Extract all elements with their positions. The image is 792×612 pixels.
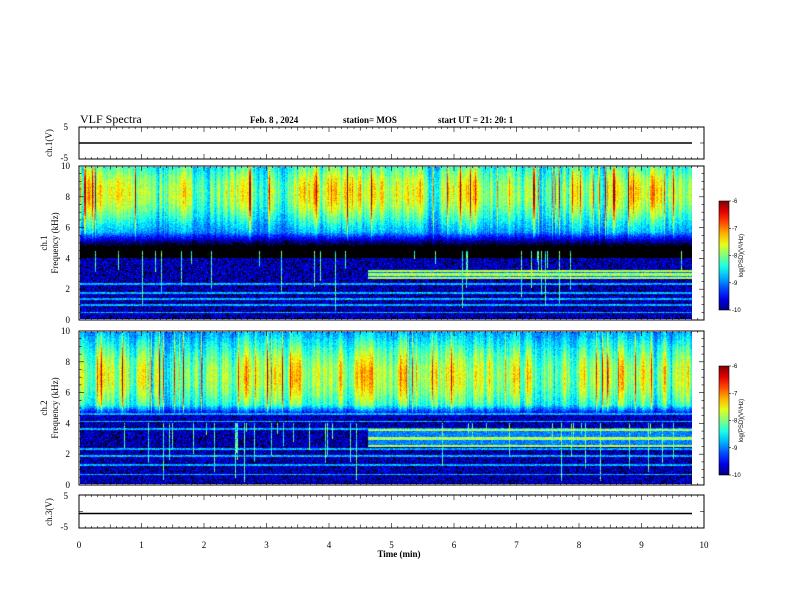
ch1-ylabel-channel: ch.1 — [39, 235, 49, 250]
frequency-tick-label: 10 — [61, 161, 71, 171]
time-tick-label: 5 — [389, 540, 394, 550]
ch1-spectrogram-panel: 0 2 4 6 8 10 ch.1 Frequency (kHz) -6 -7 -8 -9 -10… — [39, 161, 745, 325]
time-tick-label: 3 — [264, 540, 269, 550]
frequency-tick-label: 4 — [66, 418, 71, 428]
colorbar-tick-label: -8 — [732, 254, 738, 260]
time-axis-label: Time (min) — [377, 549, 420, 559]
ch1-colorbar: -6 -7 -8 -9 -10 log(PSD)(V²/Hz) — [718, 199, 745, 314]
colorbar-label: log(PSD)(V²/Hz) — [739, 234, 745, 277]
colorbar-tick-label: -9 — [732, 446, 738, 452]
colorbar-tick-label: -10 — [732, 473, 741, 479]
ch2-spectrogram-panel: 0 2 4 6 8 10 ch.2 Frequency (kHz) -6 -7 -8 -9 -10… — [39, 326, 745, 490]
time-tick-label: 0 — [77, 540, 82, 550]
station-label: station= MOS — [343, 115, 397, 125]
colorbar-tick-label: -6 — [732, 364, 738, 370]
ch2-ylabel-frequency: Frequency (kHz) — [50, 377, 60, 438]
ch1-voltage-ytick-bottom: -5 — [61, 153, 69, 163]
time-tick-label: 8 — [577, 540, 582, 550]
figure-title: VLF Spectra — [80, 112, 142, 126]
ch1-voltage-ticks — [78, 126, 705, 160]
ch2-ylabel-channel: ch.2 — [39, 400, 49, 415]
frequency-tick-label: 2 — [66, 284, 71, 294]
colorbar-tick-label: -8 — [732, 419, 738, 425]
date-label: Feb. 8 , 2024 — [250, 115, 299, 125]
frequency-tick-label: 2 — [66, 449, 71, 459]
frequency-tick-label: 10 — [61, 326, 71, 336]
colorbar-label: log(PSD)(V²/Hz) — [739, 399, 745, 442]
frequency-tick-label: 0 — [66, 315, 71, 325]
colorbar-tick-label: -7 — [732, 226, 738, 232]
frequency-tick-label: 4 — [66, 253, 71, 263]
ch1-yticks: 0 2 4 6 8 10 — [61, 161, 705, 325]
ch1-voltage-ylabel: ch.1(V) — [44, 129, 54, 157]
time-tick-label: 1 — [139, 540, 144, 550]
ch3-voltage-panel: 5 -5 ch.3(V) — [44, 491, 705, 532]
time-tick-label: 6 — [452, 540, 457, 550]
ch3-voltage-ylabel: ch.3(V) — [44, 498, 54, 526]
frequency-tick-label: 6 — [66, 223, 71, 233]
time-axis: 0 1 2 3 4 5 6 7 8 9 10 — [77, 540, 709, 550]
ch2-yticks: 0 2 4 6 8 10 — [61, 326, 705, 490]
time-tick-label: 7 — [514, 540, 519, 550]
ch2-spectrogram-image — [80, 332, 692, 484]
colorbar-tick-label: -6 — [732, 199, 738, 205]
colorbar-tick-label: -7 — [732, 391, 738, 397]
time-tick-label: 2 — [202, 540, 207, 550]
ch3-voltage-ytick-bottom: -5 — [61, 522, 69, 532]
ch3-voltage-frame — [78, 494, 705, 529]
colorbar-scale — [718, 365, 730, 476]
start-time-label: start UT = 21: 20: 1 — [438, 115, 514, 125]
colorbar-tick-label: -10 — [732, 308, 741, 314]
ch1-voltage-panel: 5 -5 ch.1(V) — [44, 122, 705, 163]
frequency-tick-label: 0 — [66, 480, 71, 490]
ch2-colorbar: -6 -7 -8 -9 -10 log(PSD)(V²/Hz) — [718, 364, 745, 479]
ch3-voltage-ticks — [78, 494, 705, 529]
colorbar-tick-label: -9 — [732, 281, 738, 287]
ch1-voltage-ytick-top: 5 — [64, 122, 69, 132]
ch3-voltage-ytick-top: 5 — [64, 491, 69, 501]
frequency-tick-label: 6 — [66, 388, 71, 398]
colorbar-scale — [718, 200, 730, 311]
time-tick-label: 9 — [639, 540, 644, 550]
time-tick-label: 4 — [327, 540, 332, 550]
ch1-ylabel-frequency: Frequency (kHz) — [50, 212, 60, 273]
time-tick-label: 10 — [700, 540, 710, 550]
frequency-tick-label: 8 — [66, 357, 71, 367]
frequency-tick-label: 8 — [66, 192, 71, 202]
ch1-spectrogram-image — [80, 167, 692, 319]
